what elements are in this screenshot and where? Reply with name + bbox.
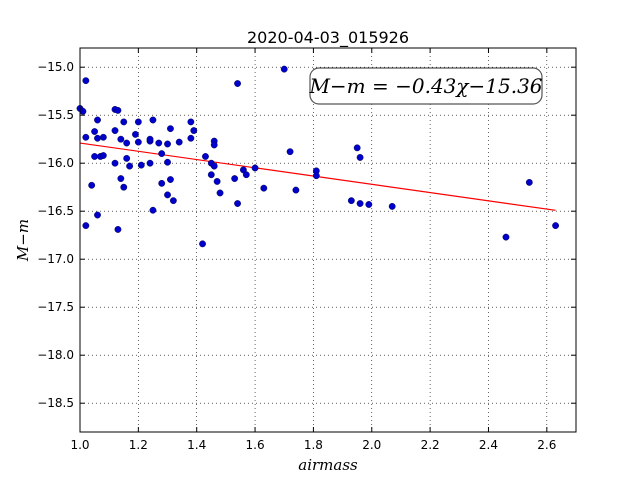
grid-lines <box>79 48 576 432</box>
data-point <box>149 116 157 124</box>
data-point <box>356 154 364 161</box>
data-point <box>167 125 174 133</box>
x-tick-label: 1.6 <box>246 438 265 452</box>
data-point <box>202 153 209 160</box>
y-tick-label: −16.5 <box>37 204 74 218</box>
data-point <box>242 171 250 179</box>
data-point <box>210 141 218 149</box>
data-point <box>187 118 195 126</box>
data-point <box>187 134 195 142</box>
fit-equation-annotation: M−m = −0.43χ−15.36 <box>308 74 542 98</box>
data-point <box>111 127 119 134</box>
data-point <box>94 134 101 142</box>
data-point <box>120 183 128 191</box>
data-point <box>234 80 241 87</box>
plot-frame <box>79 47 577 433</box>
y-tick-label: −15.0 <box>37 60 74 74</box>
data-point <box>347 197 355 205</box>
data-point <box>353 144 361 152</box>
data-point <box>134 118 142 126</box>
data-point <box>365 201 373 208</box>
data-point <box>552 222 559 230</box>
annotation-box <box>309 67 543 105</box>
data-point <box>123 139 131 147</box>
data-point <box>234 200 241 207</box>
data-point <box>292 186 300 194</box>
x-axis-label: airmass <box>298 456 358 474</box>
data-point <box>286 148 294 156</box>
y-tick-label: −17.0 <box>37 252 74 266</box>
data-point <box>356 200 364 207</box>
data-point <box>169 197 177 205</box>
data-point <box>134 138 142 146</box>
data-point <box>280 65 288 73</box>
data-point <box>91 153 98 160</box>
y-tick-label: −18.5 <box>37 396 74 410</box>
data-point <box>231 175 239 182</box>
data-point <box>123 154 131 162</box>
scatter-points <box>76 65 559 248</box>
data-point <box>213 178 221 185</box>
data-point <box>502 233 510 241</box>
y-tick-label: −17.5 <box>37 300 74 314</box>
data-point <box>149 206 157 214</box>
data-point <box>99 152 107 159</box>
data-point <box>146 135 154 143</box>
data-point <box>132 130 139 138</box>
data-point <box>210 162 218 170</box>
data-point <box>114 226 122 233</box>
data-point <box>79 107 87 115</box>
data-point <box>167 176 174 183</box>
data-point <box>94 116 101 124</box>
data-point <box>190 127 198 134</box>
data-point <box>525 178 533 186</box>
x-tick-label: 1.8 <box>304 438 323 452</box>
y-tick-label: −16.0 <box>37 156 74 170</box>
data-point <box>175 138 183 146</box>
axis-ticks: 1.0 1.2 1.4 1.6 1.8 2.0 2.2 2.4 2.6 −15.0 −15.5 −16… <box>37 48 576 452</box>
data-point <box>164 191 171 199</box>
data-point <box>114 107 122 114</box>
data-point <box>207 171 215 179</box>
x-tick-label: 2.4 <box>479 438 498 452</box>
data-point <box>99 133 107 141</box>
x-tick-label: 1.4 <box>187 438 206 452</box>
y-tick-label: −18.0 <box>37 348 74 362</box>
data-point <box>164 158 171 166</box>
x-tick-label: 2.2 <box>421 438 440 452</box>
data-point <box>91 128 98 135</box>
data-point <box>164 140 171 148</box>
data-point <box>117 175 125 182</box>
data-point <box>117 135 125 143</box>
data-point <box>82 222 90 230</box>
data-point <box>94 211 101 219</box>
data-point <box>120 118 128 126</box>
x-tick-label: 1.2 <box>129 438 148 452</box>
data-point <box>111 159 119 167</box>
data-point <box>82 133 90 141</box>
x-tick-label: 1.0 <box>70 438 89 452</box>
data-point <box>158 179 166 187</box>
data-point <box>155 139 163 147</box>
data-point <box>199 240 206 248</box>
data-point <box>216 189 224 197</box>
data-point <box>88 181 96 189</box>
data-point <box>146 159 154 167</box>
data-point <box>82 77 90 85</box>
data-point <box>137 161 145 169</box>
x-tick-label: 2.6 <box>537 438 556 452</box>
data-point <box>260 184 268 192</box>
data-point <box>312 172 320 180</box>
chart-title: 2020-04-03_015926 <box>247 28 409 48</box>
data-point <box>158 150 166 158</box>
y-tick-label: −15.5 <box>37 108 74 122</box>
data-point <box>251 164 259 172</box>
data-point <box>388 202 396 210</box>
y-axis-label: M−m <box>14 219 32 262</box>
x-tick-label: 2.0 <box>362 438 381 452</box>
data-point <box>126 162 134 170</box>
